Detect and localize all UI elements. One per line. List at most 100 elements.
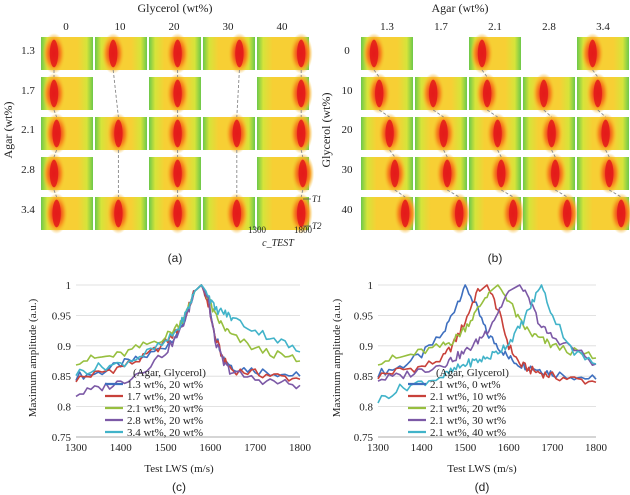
- guide-line: [378, 109, 390, 118]
- y-tick-label: 1: [368, 280, 374, 292]
- legend-title: (Agar, Glycerol): [133, 367, 206, 379]
- heatmap-tile: [361, 73, 413, 114]
- tile-peak: [297, 39, 306, 68]
- x-tick-label: 1400: [411, 442, 434, 454]
- guide-line: [432, 109, 444, 118]
- row-label: 3.4: [21, 204, 35, 216]
- guide-line: [486, 109, 498, 118]
- x-tick-label: 1700: [541, 442, 564, 454]
- row-label: 10: [342, 85, 354, 97]
- panel-b-label: (b): [488, 251, 503, 265]
- y-tick-label: 0.9: [57, 341, 71, 353]
- heatmap-tile: [149, 73, 201, 114]
- heatmap-tile: [469, 193, 525, 234]
- tile-peak: [173, 199, 182, 228]
- heatmap-tile: [415, 193, 471, 234]
- tile-peak: [593, 79, 602, 108]
- panel-a-side-title: Agar (wt%): [1, 102, 15, 159]
- heatmap-tile: [149, 113, 201, 154]
- heatmap-tile: [469, 73, 521, 114]
- panel-a-col-labels: 0 10 20 30 40: [63, 21, 288, 33]
- y-tick-label: 0.95: [52, 310, 72, 322]
- heatmap-tile: [203, 193, 255, 234]
- guide-line: [300, 189, 304, 198]
- panel-d-legend: (Agar, Glycerol)2.1 wt%, 0 wt%2.1 wt%, 1…: [408, 367, 509, 439]
- guide-line: [53, 189, 58, 198]
- panel-c-axes: 0.75 0.8 0.85 0.9 0.95 1 1300 1400 1500 1600 1700 1…: [52, 280, 312, 454]
- heatmap-tile: [257, 73, 313, 114]
- x-tick-label: 1300: [65, 442, 88, 454]
- heatmap-tile: [149, 153, 201, 194]
- heatmap-tile: [415, 113, 467, 154]
- heatmap-tile: [415, 153, 467, 194]
- tile-peak: [443, 159, 452, 188]
- panel-a-top-title: Glycerol (wt%): [138, 1, 213, 15]
- row-label: 30: [342, 164, 354, 176]
- axis-tick-1800: 1800: [294, 225, 313, 235]
- panel-a-label: (a): [168, 251, 183, 265]
- series-line: [377, 284, 597, 404]
- heatmap-tile: [257, 193, 313, 234]
- heatmap-tile: [41, 193, 93, 234]
- guide-line: [597, 109, 606, 118]
- col-label: 20: [169, 21, 181, 33]
- tile-peak: [601, 119, 610, 148]
- tile-peak: [232, 119, 241, 148]
- tile-peak: [401, 199, 410, 228]
- tile-peak: [114, 119, 123, 148]
- heatmap-tile: [469, 153, 521, 194]
- heatmap-tile: [469, 113, 521, 154]
- heatmap-tile: [361, 193, 417, 234]
- tile-peak: [49, 79, 59, 108]
- heatmap-tile: [203, 33, 255, 74]
- legend-entry: 2.1 wt%, 10 wt%: [430, 391, 506, 403]
- guide-line: [543, 109, 552, 118]
- heatmap-tile: [523, 153, 575, 194]
- series-line: [75, 284, 301, 366]
- guide-line: [53, 109, 58, 118]
- col-label: 0: [63, 21, 69, 33]
- tile-peak: [439, 119, 448, 148]
- tile-peak: [547, 119, 556, 148]
- guide-line: [300, 149, 304, 158]
- col-label: 3.4: [596, 21, 610, 33]
- legend-entry: 1.3 wt%, 20 wt%: [127, 379, 203, 391]
- heatmap-tile: [257, 33, 313, 74]
- row-label: 20: [342, 124, 354, 136]
- y-tick-label: 0.8: [359, 402, 373, 414]
- heatmap-tile: [257, 153, 315, 194]
- tile-peak: [173, 119, 182, 148]
- tile-peak: [232, 199, 241, 228]
- tile-peak: [588, 39, 597, 68]
- tile-peak: [298, 159, 307, 188]
- tile-peak: [109, 39, 118, 68]
- heatmap-tile: [149, 33, 201, 74]
- panel-a: Glycerol (wt%) Agar (wt%) 0 10 20 30 40 …: [1, 1, 322, 265]
- heatmap-tile: [577, 193, 630, 234]
- heatmap-tile: [41, 33, 93, 74]
- tile-peak: [493, 119, 502, 148]
- panel-c-label: (c): [172, 480, 186, 494]
- legend-title: (Agar, Glycerol): [436, 367, 509, 379]
- heatmap-tile: [577, 73, 629, 114]
- y-tick-label: 0.85: [52, 371, 72, 383]
- legend-entry: 2.8 wt%, 20 wt%: [127, 415, 203, 427]
- x-tick-label: 1400: [110, 442, 133, 454]
- x-tick-label: 1500: [454, 442, 477, 454]
- heatmap-tile: [41, 73, 93, 114]
- axis-tick-1300: 1300: [248, 225, 267, 235]
- x-tick-label: 1700: [244, 442, 267, 454]
- guide-line: [592, 69, 599, 78]
- tile-peak: [429, 79, 438, 108]
- panel-b-row-labels: 0 10 20 30 40: [342, 45, 354, 216]
- tile-peak: [297, 119, 306, 148]
- y-tick-label: 1: [66, 280, 72, 292]
- x-tick-label: 1800: [585, 442, 608, 454]
- y-tick-label: 0.75: [52, 432, 72, 444]
- series-line: [377, 284, 597, 366]
- panel-b-side-title: Glycerol (wt%): [319, 93, 333, 168]
- guide-line: [555, 189, 568, 198]
- guide-line: [53, 149, 58, 158]
- guide-line: [373, 69, 380, 78]
- heatmap-tile: [149, 193, 201, 234]
